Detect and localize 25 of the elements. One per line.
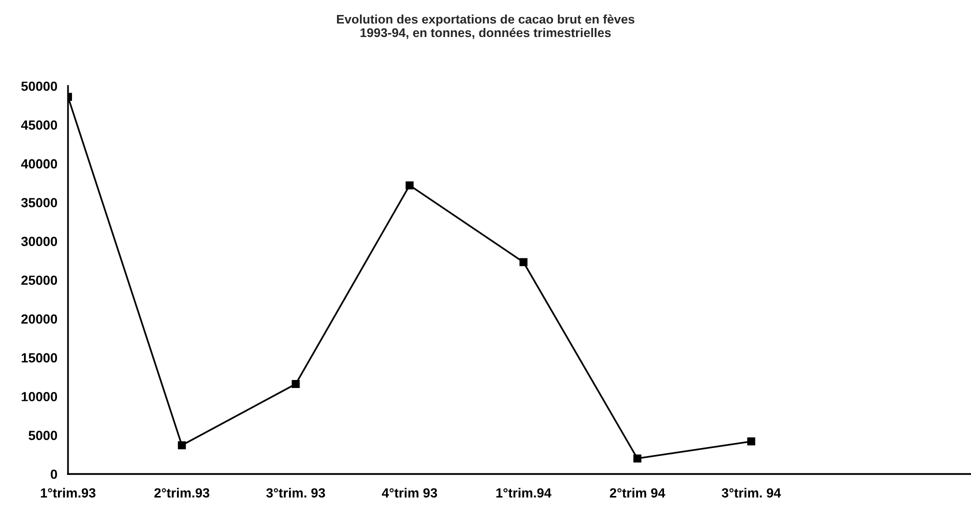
point — [406, 181, 414, 190]
y-tick-label: 25000 — [21, 276, 58, 285]
point — [519, 258, 528, 266]
y-tick-label: 50000 — [21, 82, 58, 91]
x-tick-label: 1°trim.94 — [496, 488, 552, 498]
point — [178, 441, 186, 450]
x-tick-label: 3°trim. 93 — [266, 488, 326, 498]
y-tick-label: 30000 — [21, 236, 58, 246]
y-tick-label: 15000 — [22, 353, 58, 363]
y-tick-label: 5000 — [28, 430, 58, 440]
x-tick-label: 1°trim.93 — [40, 488, 96, 498]
x-tick-label: 2°trim.93 — [154, 488, 210, 498]
y-tick-label: 45000 — [21, 120, 58, 130]
x-tick-label: 4°trim 93 — [382, 488, 438, 498]
point — [747, 437, 756, 446]
y-tick-label: 20000 — [21, 314, 58, 324]
y-tick-label: 10000 — [22, 392, 58, 402]
chart-title: Evolution des exportations de cacao brut en fèves 1993-94, en tonnes, données trimestrielles — [337, 14, 634, 39]
x-tick-label: 3°trim. 94 — [722, 488, 781, 498]
x-tick-label: 2°trim 94 — [610, 488, 666, 498]
y-tick-label: 0 — [50, 470, 58, 479]
point — [292, 380, 300, 388]
y-tick-label: 40000 — [21, 159, 58, 169]
y-tick-label: 35000 — [21, 198, 58, 208]
point — [633, 454, 642, 462]
